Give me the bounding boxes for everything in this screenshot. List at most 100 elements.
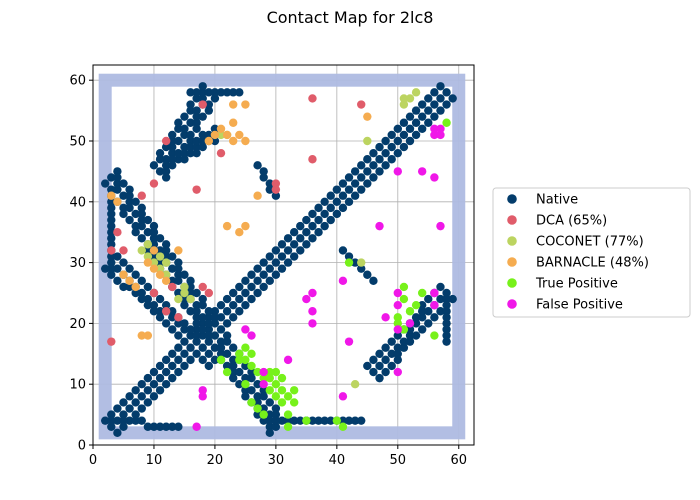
native-point — [155, 246, 165, 255]
native-point — [253, 392, 262, 401]
native-point — [357, 161, 366, 170]
native-point — [198, 343, 207, 352]
native-point — [338, 246, 348, 255]
y-tick-label: 40 — [69, 195, 86, 210]
y-tick-label: 60 — [69, 74, 86, 89]
data-point — [229, 100, 238, 109]
native-point — [271, 416, 281, 425]
native-point — [204, 331, 214, 340]
native-point — [204, 313, 214, 322]
native-point — [210, 331, 220, 340]
native-point — [192, 300, 201, 310]
data-point — [216, 130, 226, 140]
native-point — [149, 380, 159, 389]
native-point — [198, 82, 207, 91]
native-point — [161, 155, 171, 164]
native-point — [137, 203, 146, 213]
native-point — [216, 313, 226, 322]
x-tick-label: 0 — [89, 453, 97, 468]
native-point — [326, 203, 335, 213]
native-point — [186, 148, 195, 158]
native-point — [107, 209, 116, 219]
native-point — [168, 422, 177, 431]
legend-marker — [507, 257, 517, 267]
native-point — [253, 380, 262, 389]
native-point — [369, 355, 378, 365]
native-point — [363, 155, 372, 164]
data-point — [137, 191, 146, 200]
native-point — [186, 282, 195, 292]
data-point — [253, 367, 262, 377]
native-point — [119, 258, 128, 267]
native-point — [186, 331, 195, 340]
native-point — [107, 221, 116, 231]
native-point — [210, 307, 220, 316]
native-point — [198, 300, 207, 310]
native-point — [210, 94, 220, 103]
native-point — [125, 282, 134, 292]
native-point — [113, 167, 122, 176]
data-point — [198, 392, 207, 401]
native-point — [399, 118, 409, 127]
native-point — [192, 288, 201, 298]
native-point — [265, 185, 274, 194]
native-point — [137, 209, 146, 219]
data-point — [155, 264, 165, 273]
native-point — [436, 307, 445, 316]
native-point — [265, 252, 274, 261]
data-point — [332, 416, 342, 425]
native-point — [442, 300, 451, 310]
native-point — [369, 148, 378, 158]
native-point — [369, 276, 378, 286]
native-point — [308, 209, 317, 219]
native-point — [210, 319, 220, 328]
native-point — [143, 215, 153, 225]
native-point — [411, 130, 421, 140]
native-point — [107, 215, 116, 225]
native-point — [125, 404, 134, 413]
native-point — [430, 112, 439, 121]
chart-title: Contact Map for 2lc8 — [267, 8, 434, 27]
native-point — [137, 234, 146, 243]
data-point — [180, 282, 189, 292]
native-point — [137, 288, 146, 298]
native-point — [241, 276, 250, 286]
native-point — [180, 349, 189, 358]
data-point — [198, 100, 207, 109]
data-point — [149, 179, 159, 188]
native-point — [271, 258, 281, 267]
data-point — [155, 252, 165, 261]
native-point — [204, 307, 214, 316]
data-point — [241, 355, 250, 365]
data-point — [393, 167, 402, 176]
native-point — [375, 361, 384, 371]
data-point — [168, 282, 177, 292]
data-point — [125, 276, 134, 286]
native-point — [107, 173, 116, 182]
legend-marker — [507, 299, 517, 309]
native-point — [436, 94, 445, 103]
native-point — [174, 331, 183, 340]
native-point — [119, 398, 128, 407]
native-point — [107, 410, 116, 419]
native-point — [192, 313, 201, 322]
native-point — [204, 325, 214, 334]
data-point — [338, 276, 348, 286]
data-point — [363, 112, 372, 121]
native-point — [143, 386, 153, 395]
native-point — [192, 142, 201, 152]
native-point — [283, 246, 293, 255]
axis-ticks: 0 10 20 30 40 50 60 0 10 20 30 40 50 60 — [69, 74, 467, 468]
native-point — [253, 264, 262, 273]
native-point — [411, 331, 421, 340]
native-point — [442, 325, 451, 334]
native-point — [326, 416, 335, 425]
native-point — [387, 142, 396, 152]
native-point — [308, 416, 317, 425]
data-point — [229, 118, 238, 127]
data-point — [399, 94, 409, 103]
native-point — [174, 258, 183, 267]
contact-frame — [98, 73, 466, 440]
native-point — [296, 246, 305, 255]
native-point — [216, 337, 226, 346]
